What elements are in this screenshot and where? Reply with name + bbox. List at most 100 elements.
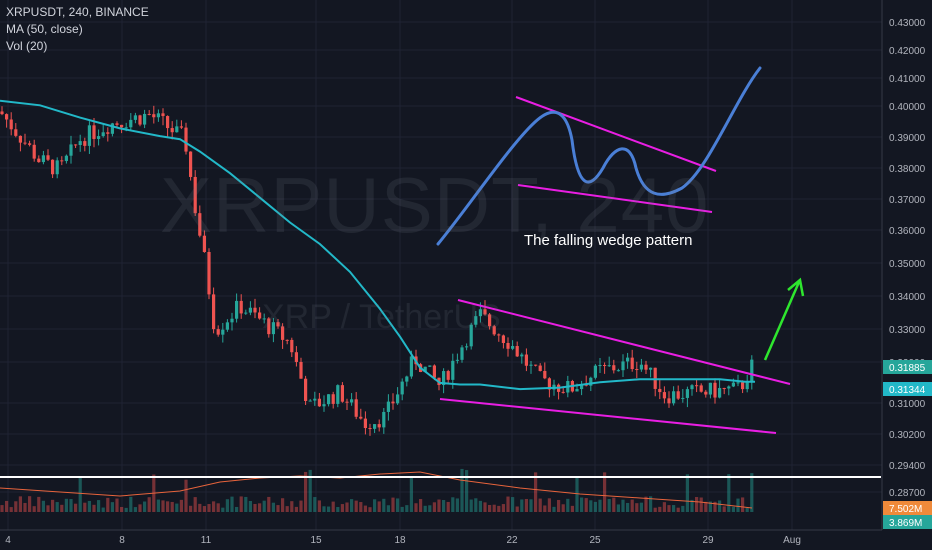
candle-body xyxy=(455,359,459,361)
volume-bar xyxy=(304,471,308,512)
candle-body xyxy=(294,352,298,362)
candle-body xyxy=(152,114,156,118)
volume-bar xyxy=(9,507,13,512)
volume-bar xyxy=(538,498,542,512)
volume-bar xyxy=(166,501,170,512)
volume-bar xyxy=(649,496,653,512)
volume-bar xyxy=(18,496,22,512)
volume-bar xyxy=(561,504,565,512)
candle-body xyxy=(511,346,515,349)
volume-bar xyxy=(64,498,68,512)
candle-body xyxy=(727,386,731,389)
candle-body xyxy=(373,424,377,429)
symbol-title[interactable]: XRPUSDT, 240, BINANCE xyxy=(6,5,149,19)
volume-bar xyxy=(354,500,358,512)
candle-body xyxy=(598,365,602,367)
sketch-lower-line xyxy=(517,184,713,213)
candle-body xyxy=(248,307,252,313)
candle-body xyxy=(120,124,124,128)
time-tick-label: 8 xyxy=(119,535,125,546)
volume-bar xyxy=(115,498,119,512)
candle-body xyxy=(92,125,96,139)
candle-body xyxy=(460,347,464,360)
volume-bar xyxy=(423,505,427,512)
candle-body xyxy=(97,136,101,139)
candle-body xyxy=(529,364,533,366)
candle-body xyxy=(695,385,699,387)
candle-body xyxy=(428,365,432,367)
candle-body xyxy=(708,382,712,395)
wedge-upper-line xyxy=(457,299,791,385)
candle-body xyxy=(593,365,597,378)
volume-bar xyxy=(598,499,602,512)
candle-body xyxy=(354,399,358,417)
volume-bar xyxy=(124,507,128,512)
candle-body xyxy=(391,401,395,404)
candle-body xyxy=(538,365,542,371)
volume-bar xyxy=(317,500,321,512)
volume-bar xyxy=(340,504,344,512)
volume-bar xyxy=(221,507,225,512)
candle-body xyxy=(110,123,114,134)
volume-bar xyxy=(161,500,165,512)
price-axis: 0.43000 0.42000 0.41000 0.40000 0.39000 0.380… xyxy=(881,0,932,550)
candle-body xyxy=(488,314,492,327)
ma-indicator-label[interactable]: MA (50, close) xyxy=(6,22,83,36)
candle-body xyxy=(37,158,41,163)
volume-bar xyxy=(331,501,335,512)
grid xyxy=(0,0,882,530)
volume-bar xyxy=(308,469,312,512)
candle-body xyxy=(221,329,225,335)
candle-body xyxy=(451,360,455,380)
candle-body xyxy=(133,115,137,120)
candle-body xyxy=(547,378,551,390)
volume-indicator-label[interactable]: Vol (20) xyxy=(6,39,48,53)
volume-bar xyxy=(14,501,18,512)
candle-body xyxy=(184,127,188,152)
volume-bar xyxy=(437,499,441,512)
volume-bar xyxy=(713,501,717,512)
volume-bar xyxy=(575,477,579,512)
candle-body xyxy=(41,155,45,163)
volume-bar xyxy=(244,496,248,512)
volume-bar xyxy=(276,505,280,512)
volume-bar xyxy=(552,506,556,512)
volume-bar xyxy=(745,507,749,512)
volume-bar xyxy=(32,506,36,512)
volume-bar xyxy=(253,503,257,512)
price-tag-label: 7.502M xyxy=(889,504,922,515)
candlestick-series xyxy=(0,105,754,436)
candle-body xyxy=(156,113,160,118)
candle-body xyxy=(239,300,243,314)
volume-bar xyxy=(368,507,372,512)
volume-bar xyxy=(294,506,298,512)
volume-bar xyxy=(184,479,188,512)
candle-body xyxy=(681,397,685,399)
candle-body xyxy=(138,115,142,125)
volume-bar xyxy=(676,507,680,512)
volume-bar xyxy=(653,507,657,512)
candle-body xyxy=(423,366,427,373)
candle-body xyxy=(225,322,229,330)
candle-body xyxy=(60,160,64,162)
price-tick-label: 0.31000 xyxy=(889,399,926,410)
volume-bar xyxy=(428,505,432,512)
candle-body xyxy=(368,428,372,430)
volume-bar xyxy=(5,500,9,512)
volume-bar xyxy=(101,507,105,512)
price-tick-label: 0.41000 xyxy=(889,74,926,85)
candle-body xyxy=(483,309,487,315)
candle-body xyxy=(202,235,206,253)
volume-bar xyxy=(488,504,492,512)
candle-body xyxy=(382,411,386,428)
candle-body xyxy=(396,394,400,404)
candle-body xyxy=(345,401,349,403)
volume-bar xyxy=(382,498,386,512)
volume-bar xyxy=(451,497,455,512)
candle-body xyxy=(170,128,174,133)
volume-bar xyxy=(455,498,459,512)
candle-body xyxy=(175,126,179,133)
candle-body xyxy=(55,160,59,175)
volume-bar xyxy=(621,499,625,512)
